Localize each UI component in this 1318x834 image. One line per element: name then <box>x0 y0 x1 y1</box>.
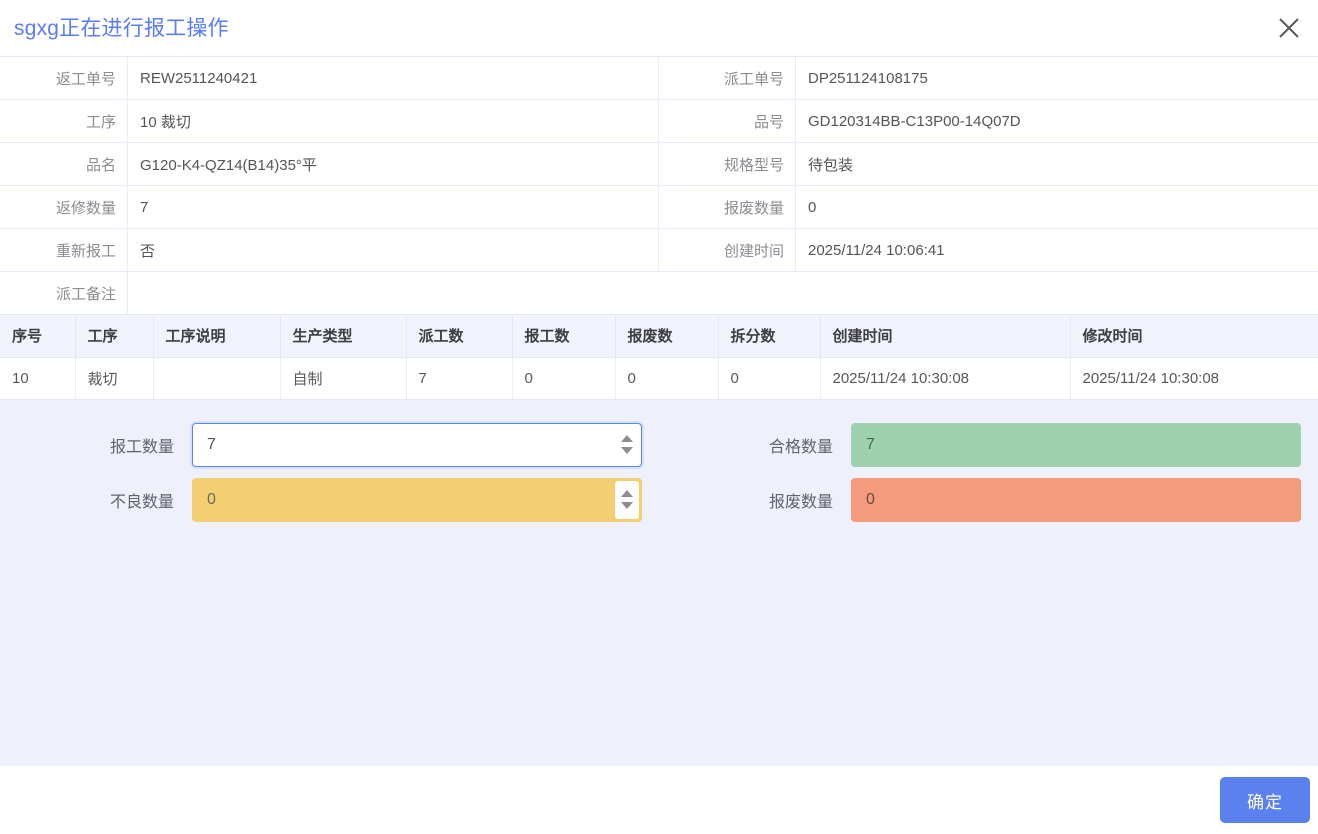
column-header-create-time: 创建时间 <box>820 315 1071 358</box>
info-pair-right: 报废数量 0 <box>659 186 1318 228</box>
cell-modify-time: 2025/11/24 10:30:08 <box>1070 357 1318 400</box>
report-qty-stepper[interactable] <box>192 422 642 467</box>
label-qualified-qty: 合格数量 <box>768 438 833 456</box>
cell-split-qty: 0 <box>718 357 821 400</box>
label-scrap-qty: 报废数量 <box>768 493 833 511</box>
info-value: REW2511240421 <box>128 57 659 99</box>
qualified-qty-field[interactable] <box>851 422 1301 467</box>
info-value: G120-K4-QZ14(B14)35°平 <box>128 143 659 185</box>
info-pair-left: 工序 10 裁切 <box>0 100 659 142</box>
info-label: 返工单号 <box>0 57 128 99</box>
defect-qty-spinner[interactable] <box>615 480 639 519</box>
info-label: 报废数量 <box>659 186 796 228</box>
field-group-defect-qty: 不良数量 <box>0 477 659 522</box>
cell-prod-type: 自制 <box>280 357 407 400</box>
column-header-process-desc: 工序说明 <box>153 315 281 358</box>
dialog-header: sgxg正在进行报工操作 <box>0 0 1318 56</box>
info-label: 派工单号 <box>659 57 796 99</box>
report-qty-spinner[interactable] <box>615 425 639 464</box>
column-header-report-qty: 报工数 <box>512 315 616 358</box>
field-group-report-qty: 报工数量 <box>0 422 659 467</box>
info-pair-left: 重新报工 否 <box>0 229 659 271</box>
cell-process: 裁切 <box>75 357 154 400</box>
qualified-qty-input <box>851 422 1301 467</box>
info-label: 品号 <box>659 100 796 142</box>
info-label: 派工备注 <box>0 272 128 314</box>
info-row-remark: 派工备注 <box>0 272 1318 314</box>
info-value: 7 <box>128 186 659 228</box>
column-header-process: 工序 <box>75 315 154 358</box>
column-header-scrap-qty: 报废数 <box>615 315 719 358</box>
info-value: DP251124108175 <box>808 69 928 87</box>
info-label: 规格型号 <box>659 143 796 185</box>
label-report-qty: 报工数量 <box>109 438 174 456</box>
confirm-button[interactable]: 确定 <box>1220 777 1310 823</box>
quantity-form: 报工数量 合格数量 不良数量 <box>0 399 1318 766</box>
chevron-down-icon[interactable] <box>621 447 633 454</box>
cell-dispatch-qty: 7 <box>406 357 513 400</box>
form-row-1: 报工数量 合格数量 <box>0 422 1318 467</box>
order-info-grid: 返工单号 REW2511240421 派工单号 DP251124108175 工… <box>0 56 1318 315</box>
dialog-footer: 确定 <box>0 766 1318 834</box>
info-label: 品名 <box>0 143 128 185</box>
defect-qty-stepper[interactable] <box>192 477 642 522</box>
info-value: GD120314BB-C13P00-14Q07D <box>808 112 1021 130</box>
chevron-up-icon[interactable] <box>621 435 633 442</box>
info-label: 返修数量 <box>0 186 128 228</box>
field-group-scrap-qty: 报废数量 <box>659 477 1318 522</box>
info-value: 否 <box>128 229 659 271</box>
info-row: 返工单号 REW2511240421 派工单号 DP251124108175 <box>0 57 1318 100</box>
cell-seq: 10 <box>0 357 76 400</box>
info-row: 重新报工 否 创建时间 2025/11/24 10:06:41 <box>0 229 1318 272</box>
table-row[interactable]: 10 裁切 自制 7 0 0 0 2025/11/24 10:30:08 202… <box>0 357 1318 400</box>
defect-qty-input[interactable] <box>192 477 642 522</box>
column-header-prod-type: 生产类型 <box>280 315 407 358</box>
process-table: 序号 工序 工序说明 生产类型 派工数 报工数 报废数 拆分数 创建时间 修改时… <box>0 315 1318 400</box>
column-header-dispatch-qty: 派工数 <box>406 315 513 358</box>
chevron-up-icon[interactable] <box>621 490 633 497</box>
info-value <box>128 272 1318 314</box>
cell-report-qty: 0 <box>512 357 616 400</box>
chevron-down-icon[interactable] <box>621 502 633 509</box>
field-group-qualified-qty: 合格数量 <box>659 422 1318 467</box>
cell-scrap-qty: 0 <box>615 357 719 400</box>
info-row: 工序 10 裁切 品号 GD120314BB-C13P00-14Q07D <box>0 100 1318 143</box>
info-row: 品名 G120-K4-QZ14(B14)35°平 规格型号 待包装 <box>0 143 1318 186</box>
info-value: 2025/11/24 10:06:41 <box>808 241 945 259</box>
scrap-qty-field[interactable] <box>851 477 1301 522</box>
form-row-2: 不良数量 报废数量 <box>0 477 1318 522</box>
page-title: sgxg正在进行报工操作 <box>14 16 229 40</box>
column-header-seq: 序号 <box>0 315 76 358</box>
info-value: 10 裁切 <box>128 100 659 142</box>
info-pair-left: 返修数量 7 <box>0 186 659 228</box>
info-label: 工序 <box>0 100 128 142</box>
info-pair-right: 派工单号 DP251124108175 <box>659 57 1318 99</box>
scrap-qty-input <box>851 477 1301 522</box>
info-pair-right: 创建时间 2025/11/24 10:06:41 <box>659 229 1318 271</box>
info-value: 待包装 <box>808 156 854 174</box>
info-pair-left: 品名 G120-K4-QZ14(B14)35°平 <box>0 143 659 185</box>
column-header-modify-time: 修改时间 <box>1070 315 1318 358</box>
info-row: 返修数量 7 报废数量 0 <box>0 186 1318 229</box>
cell-process-desc <box>153 357 281 400</box>
close-icon[interactable] <box>1272 11 1306 45</box>
table-header-row: 序号 工序 工序说明 生产类型 派工数 报工数 报废数 拆分数 创建时间 修改时… <box>0 315 1318 358</box>
info-pair-left: 返工单号 REW2511240421 <box>0 57 659 99</box>
info-label: 重新报工 <box>0 229 128 271</box>
column-header-split-qty: 拆分数 <box>718 315 821 358</box>
info-pair-right: 品号 GD120314BB-C13P00-14Q07D <box>659 100 1318 142</box>
info-pair-right: 规格型号 待包装 <box>659 143 1318 185</box>
cell-create-time: 2025/11/24 10:30:08 <box>820 357 1071 400</box>
info-label: 创建时间 <box>659 229 796 271</box>
label-defect-qty: 不良数量 <box>109 493 174 511</box>
info-value: 0 <box>808 198 817 216</box>
report-qty-input[interactable] <box>192 422 642 467</box>
